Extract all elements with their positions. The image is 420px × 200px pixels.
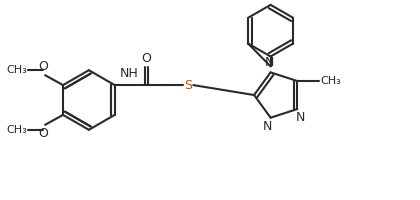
Text: N: N <box>296 111 305 124</box>
Text: O: O <box>141 52 151 65</box>
Text: CH₃: CH₃ <box>6 65 27 75</box>
Text: NH: NH <box>119 67 138 80</box>
Text: O: O <box>38 127 48 140</box>
Text: N: N <box>265 56 274 69</box>
Text: S: S <box>184 79 192 92</box>
Text: O: O <box>38 60 48 73</box>
Text: N: N <box>263 120 272 133</box>
Text: CH₃: CH₃ <box>6 125 27 135</box>
Text: CH₃: CH₃ <box>320 76 341 86</box>
